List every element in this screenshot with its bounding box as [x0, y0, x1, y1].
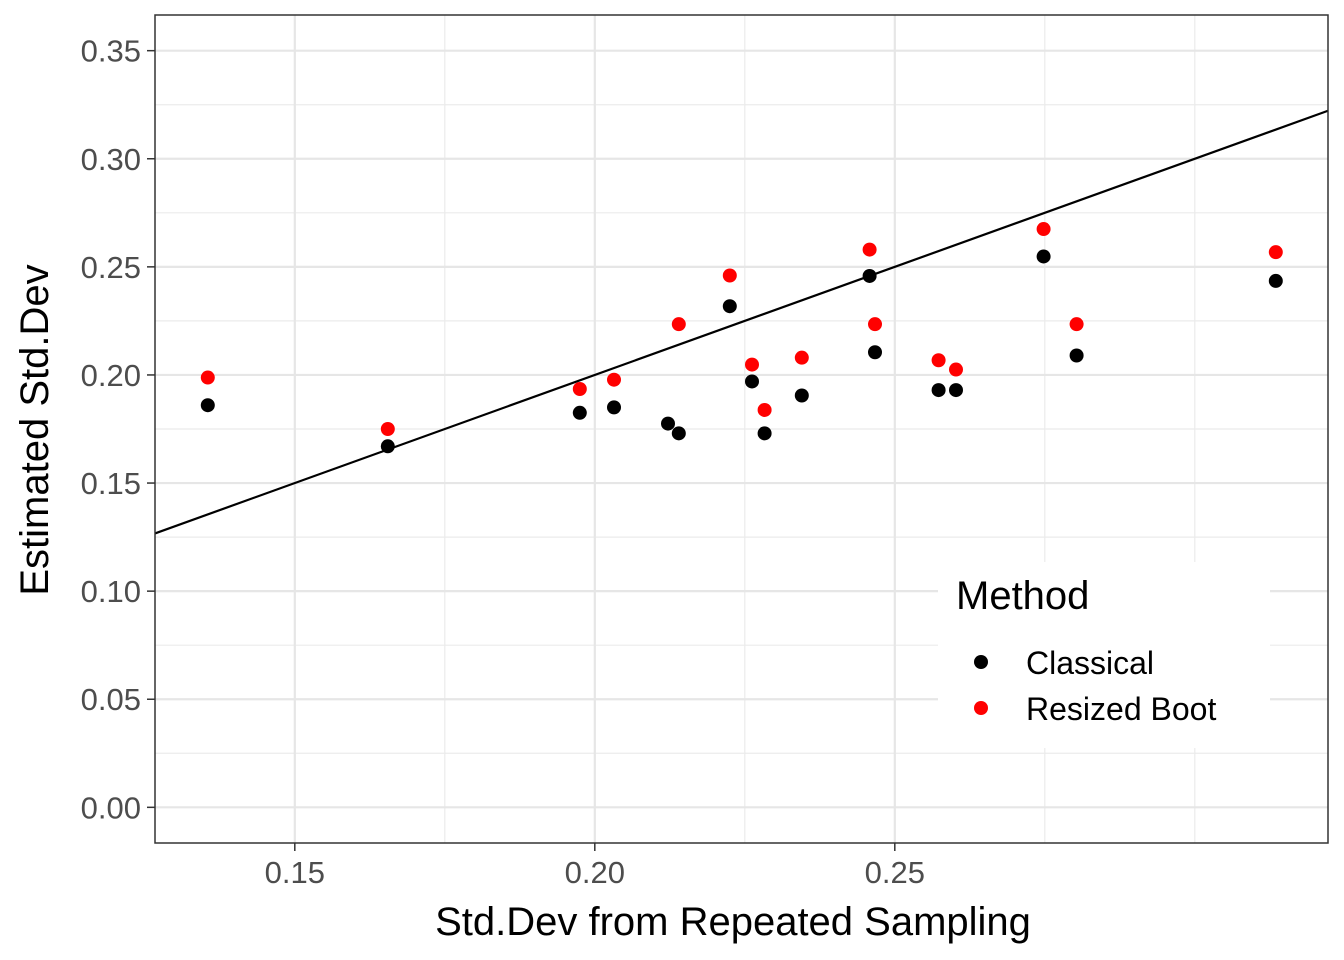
y-tick-label: 0.35 — [81, 34, 141, 69]
y-tick-label: 0.25 — [81, 250, 141, 285]
point-classical — [949, 383, 963, 398]
axes: 0.15 0.20 0.25 0.00 0.05 0.10 0.15 0.20 0.25 0.30… — [81, 34, 925, 890]
y-tick-label: 0.20 — [81, 358, 141, 393]
legend-key-classical — [974, 655, 988, 669]
point-resized-boot — [200, 370, 215, 385]
x-axis-title: Std.Dev from Repeated Sampling — [435, 900, 1031, 944]
data-points — [200, 222, 1283, 454]
point-resized-boot — [572, 382, 587, 397]
point-classical — [757, 426, 772, 441]
point-resized-boot — [1268, 245, 1283, 260]
legend-label-classical: Classical — [1026, 645, 1154, 681]
reference-line — [154, 109, 1329, 535]
point-resized-boot — [1036, 222, 1051, 237]
point-classical — [1069, 348, 1084, 363]
point-classical — [1268, 273, 1283, 288]
point-resized-boot — [862, 242, 877, 257]
y-tick-label: 0.10 — [81, 574, 141, 609]
y-tick-label: 0.15 — [81, 466, 141, 501]
point-classical — [745, 374, 759, 389]
point-classical — [572, 405, 587, 420]
y-axis-title: Estimated Std.Dev — [13, 264, 57, 595]
panel-border — [154, 14, 1329, 844]
point-classical — [380, 439, 395, 454]
reference-line-group — [154, 109, 1329, 535]
point-classical — [794, 388, 809, 403]
point-resized-boot — [868, 317, 882, 332]
legend-key-resized-boot — [974, 701, 988, 715]
x-tick-label: 0.25 — [865, 855, 925, 890]
x-tick-label: 0.15 — [265, 855, 325, 890]
point-resized-boot — [380, 422, 395, 436]
point-classical — [862, 268, 877, 283]
x-tick-label: 0.20 — [565, 855, 625, 890]
legend-label-resized-boot: Resized Boot — [1026, 691, 1216, 727]
point-resized-boot — [757, 402, 772, 417]
point-classical — [200, 398, 215, 413]
point-classical — [722, 299, 737, 314]
gridlines — [155, 15, 1328, 843]
y-tick-label: 0.05 — [81, 682, 141, 717]
point-resized-boot — [722, 268, 737, 283]
point-resized-boot — [931, 353, 946, 368]
legend-title: Method — [956, 574, 1089, 618]
y-tick-label: 0.30 — [81, 142, 141, 177]
legend-background — [938, 562, 1270, 748]
point-classical — [868, 345, 882, 360]
point-classical — [607, 400, 621, 415]
point-resized-boot — [1069, 317, 1084, 332]
legend: Method Classical Resized Boot — [938, 562, 1270, 748]
point-resized-boot — [671, 317, 686, 332]
point-resized-boot — [794, 350, 809, 365]
point-classical — [661, 416, 675, 431]
point-resized-boot — [949, 362, 963, 377]
point-classical — [1036, 249, 1051, 264]
point-classical — [671, 426, 686, 441]
point-resized-boot — [745, 357, 759, 372]
y-tick-label: 0.00 — [81, 790, 141, 825]
point-classical — [931, 383, 946, 398]
point-resized-boot — [607, 372, 621, 387]
